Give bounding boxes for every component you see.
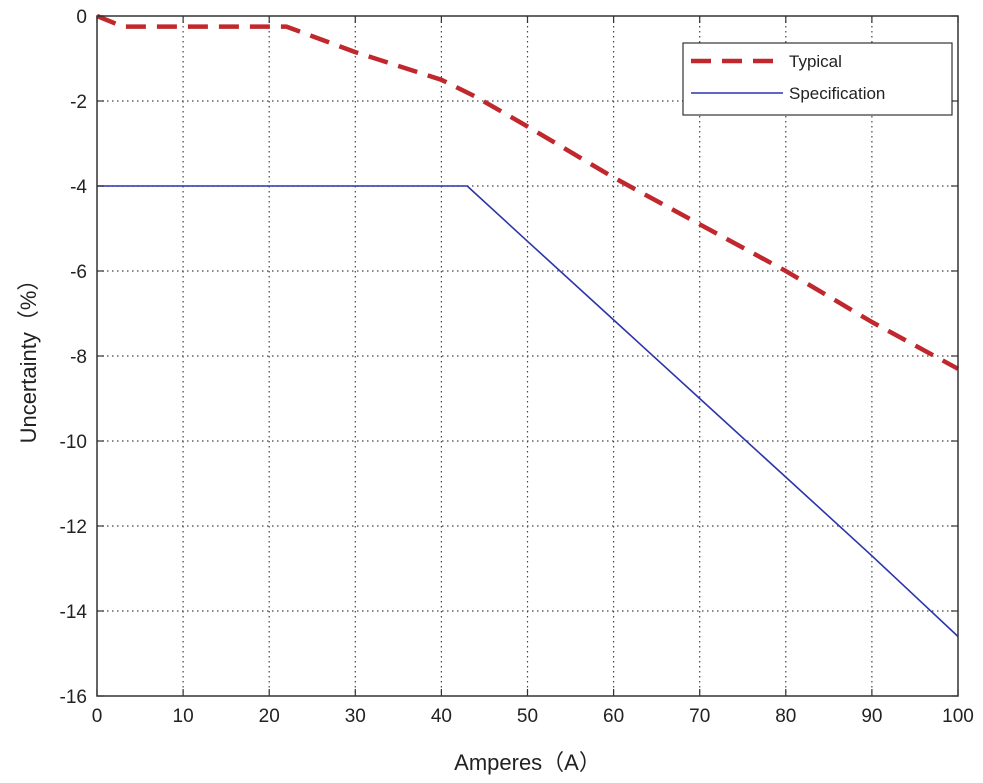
y-tick-label: -10 <box>60 432 87 453</box>
x-tick-label: 0 <box>92 706 103 727</box>
y-tick-label: -14 <box>60 602 88 623</box>
y-tick-label: -8 <box>70 347 87 368</box>
x-axis-label: Amperes（A） <box>454 750 601 775</box>
x-tick-label: 50 <box>517 706 538 727</box>
x-tick-label: 100 <box>942 706 974 727</box>
legend-label-specification: Specification <box>789 84 885 103</box>
x-tick-label: 60 <box>603 706 624 727</box>
x-tick-label: 40 <box>431 706 452 727</box>
tick-labels: 0 10 20 30 40 50 60 70 80 90 100 0 -2 -4 -6 -8 -10 -12 -14… <box>60 7 974 727</box>
grid-lines <box>97 16 958 696</box>
series-line-specification <box>97 185 959 638</box>
axis-ticks <box>96 15 959 697</box>
x-tick-label: 80 <box>775 706 796 727</box>
x-tick-label: 10 <box>173 706 194 727</box>
y-tick-label: -2 <box>70 92 87 113</box>
x-tick-label: 90 <box>861 706 882 727</box>
y-tick-label: -6 <box>70 262 87 283</box>
y-axis-label: Uncertainty（%） <box>16 269 41 444</box>
series-line-typical <box>96 13 960 371</box>
y-tick-label: -4 <box>70 177 87 198</box>
legend-label-typical: Typical <box>789 52 842 71</box>
x-tick-label: 30 <box>345 706 366 727</box>
y-tick-label: -12 <box>60 517 87 538</box>
y-tick-label: -16 <box>60 687 87 708</box>
x-tick-label: 20 <box>259 706 280 727</box>
x-tick-label: 70 <box>689 706 710 727</box>
legend-box <box>682 42 953 116</box>
series-lines <box>96 13 960 638</box>
legend: Typical Specification <box>682 42 953 116</box>
y-tick-label: 0 <box>76 7 87 28</box>
